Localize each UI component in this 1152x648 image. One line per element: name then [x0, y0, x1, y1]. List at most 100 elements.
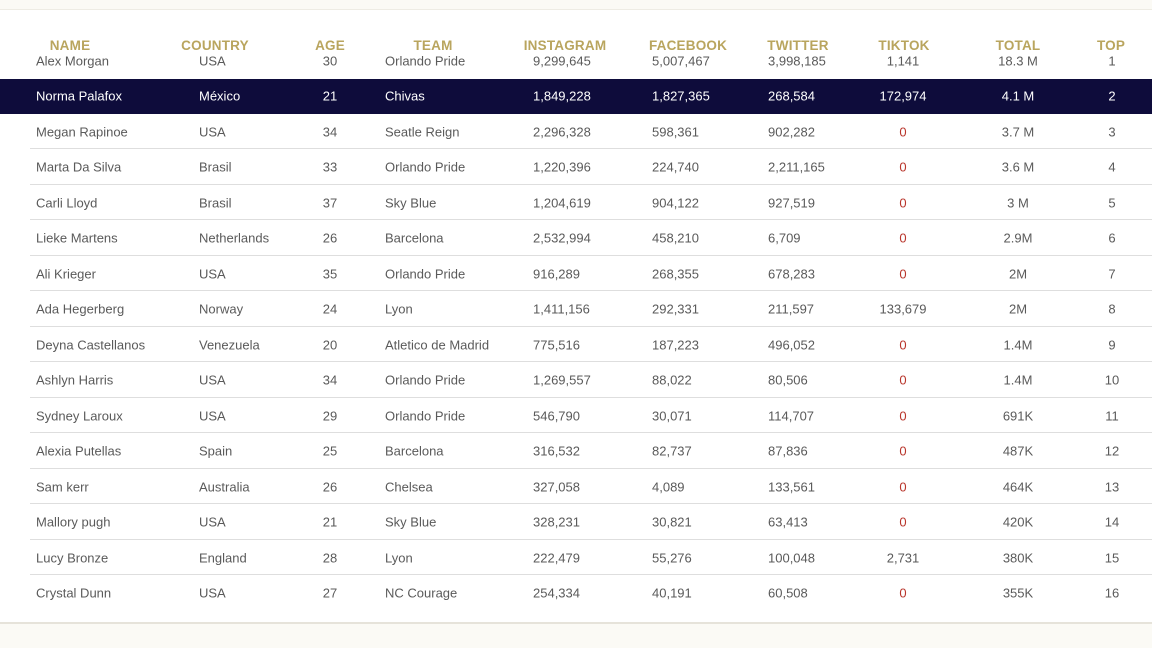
cell-total: 2M	[1008, 266, 1028, 281]
cell-total: 4.1 M	[1001, 88, 1035, 104]
cell-twitter: 87,836	[768, 443, 808, 459]
ranking-table: NAME COUNTRY AGE TEAM INSTAGRAM FACEBOOK…	[0, 10, 1152, 624]
cell-tiktok: 172,974	[879, 88, 927, 104]
cell-instagram: 1,220,396	[533, 159, 591, 175]
cell-instagram: 2,532,994	[533, 230, 591, 246]
row-divider	[30, 148, 1152, 149]
cell-name: Alexia Putellas	[36, 443, 122, 459]
cell-name: Ali Krieger	[36, 266, 96, 281]
cell-age: 26	[322, 479, 338, 494]
cell-country: USA	[199, 266, 226, 281]
cell-tiktok: 0	[899, 443, 907, 459]
cell-instagram: 254,334	[533, 585, 580, 601]
cell-team: Orlando Pride	[385, 408, 466, 423]
cell-country: USA	[199, 372, 226, 388]
cell-tiktok: 0	[899, 266, 907, 281]
cell-twitter: 100,048	[768, 550, 815, 565]
cell-twitter: 902,282	[768, 124, 815, 139]
cell-top: 13	[1104, 479, 1120, 494]
cell-instagram: 222,479	[533, 550, 580, 565]
cell-team: NC Courage	[385, 585, 458, 601]
cell-team: Atletico de Madrid	[385, 337, 490, 352]
cell-twitter: 2,211,165	[768, 159, 825, 175]
cell-facebook: 292,331	[652, 301, 699, 317]
cell-team: Lyon	[385, 301, 413, 317]
cell-top: 7	[1108, 266, 1116, 281]
cell-team: Orlando Pride	[385, 266, 466, 281]
table-row: Megan Rapinoe USA 34 Seatle Reign 2,296,328 5…	[0, 114, 1152, 149]
cell-instagram: 327,058	[533, 479, 580, 494]
row-divider	[30, 219, 1152, 220]
cell-name: Crystal Dunn	[36, 585, 112, 601]
table-row: Sydney Laroux USA 29 Orlando Pride 546,790 30…	[0, 398, 1152, 433]
cell-name: Sydney Laroux	[36, 408, 123, 423]
table-row: Alex Morgan USA 30 Orlando Pride 9,299,645 5,…	[0, 43, 1152, 78]
cell-total: 420K	[1002, 514, 1034, 530]
cell-top: 4	[1108, 159, 1116, 175]
cell-facebook: 1,827,365	[652, 88, 710, 104]
cell-top: 8	[1108, 301, 1116, 317]
cell-instagram: 916,289	[533, 266, 580, 281]
cell-facebook: 224,740	[652, 159, 699, 175]
cell-age: 28	[322, 550, 338, 565]
table-row: Crystal Dunn USA 27 NC Courage 254,334 40,191…	[0, 576, 1152, 611]
cell-tiktok: 0	[899, 230, 907, 246]
cell-top: 16	[1104, 585, 1120, 601]
cell-country: Brasil	[199, 159, 232, 175]
cell-country: USA	[199, 124, 226, 139]
cell-facebook: 30,821	[652, 514, 692, 530]
top-border	[0, 9, 1152, 10]
cell-facebook: 40,191	[652, 585, 692, 601]
table-row: Sam kerr Australia 26 Chelsea 327,058 4,089 13…	[0, 469, 1152, 504]
cell-instagram: 1,269,557	[533, 372, 591, 388]
row-divider	[30, 290, 1152, 291]
cell-twitter: 3,998,185	[768, 53, 826, 68]
cell-top: 15	[1104, 550, 1120, 565]
cell-tiktok: 0	[899, 408, 907, 423]
cell-country: México	[199, 88, 241, 104]
cell-age: 37	[322, 195, 338, 210]
row-divider	[30, 396, 1152, 398]
cell-facebook: 88,022	[652, 372, 692, 388]
cell-tiktok: 1,141	[886, 53, 920, 68]
cell-twitter: 6,709	[768, 230, 801, 246]
row-divider	[30, 467, 1152, 469]
cell-total: 18.3 M	[998, 53, 1038, 68]
cell-twitter: 268,584	[768, 88, 815, 104]
table-row: Carli Lloyd Brasil 37 Sky Blue 1,204,619 904,…	[0, 185, 1152, 220]
cell-top: 11	[1105, 408, 1119, 423]
cell-twitter: 80,506	[768, 372, 808, 388]
cell-country: Venezuela	[199, 337, 260, 352]
cell-name: Lucy Bronze	[36, 550, 109, 565]
cell-total: 355K	[1002, 585, 1034, 601]
cell-total: 1.4M	[1003, 337, 1033, 352]
cell-team: Sky Blue	[385, 195, 437, 210]
cell-team: Barcelona	[385, 443, 444, 459]
row-divider	[30, 503, 1152, 504]
header-age: AGE	[315, 38, 345, 53]
cell-name: Ada Hegerberg	[36, 301, 125, 317]
cell-instagram: 1,204,619	[533, 195, 591, 210]
header-team: TEAM	[413, 38, 453, 53]
cell-team: Lyon	[385, 550, 413, 565]
cell-name: Alex Morgan	[36, 53, 109, 68]
cell-instagram: 1,411,156	[533, 301, 590, 317]
header-facebook: FACEBOOK	[648, 38, 728, 53]
cell-tiktok: 0	[899, 514, 907, 530]
cell-age: 30	[322, 53, 338, 68]
cell-age: 20	[322, 337, 338, 352]
cell-facebook: 904,122	[652, 195, 699, 210]
cell-age: 27	[322, 585, 338, 601]
cell-instagram: 316,532	[533, 443, 580, 459]
cell-twitter: 211,597	[768, 301, 815, 317]
table-row: Lucy Bronze England 28 Lyon 222,479 55,276 100…	[0, 540, 1152, 575]
table-row: Marta Da Silva Brasil 33 Orlando Pride 1,220…	[0, 150, 1152, 185]
cell-total: 2.9M	[1003, 230, 1033, 246]
cell-top: 2	[1108, 88, 1116, 104]
cell-instagram: 328,231	[533, 514, 580, 530]
cell-name: Mallory pugh	[36, 514, 111, 530]
header-top: TOP	[1096, 38, 1126, 53]
cell-tiktok: 0	[899, 585, 907, 601]
row-divider	[30, 538, 1152, 540]
row-divider	[30, 432, 1152, 433]
